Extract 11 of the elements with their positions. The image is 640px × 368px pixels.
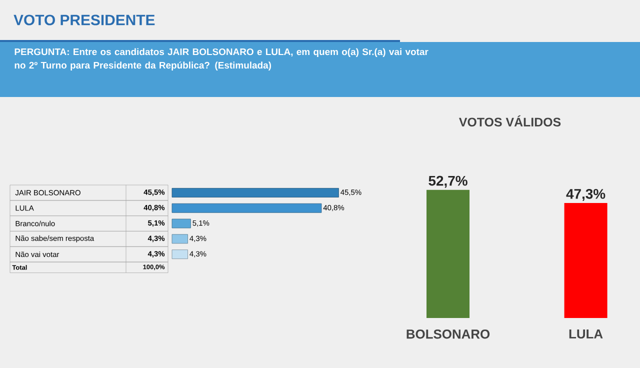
data-label: 52,7% [428,176,468,188]
data-label: 47,3% [566,188,606,201]
chart-title: VOTO PRESIDENTE [14,14,155,26]
bar [172,234,188,244]
chart-subtitle: PERGUNTA: Entre os candidatos JAIR BOLSONARO e LULA, em quem o(a) Sr.(a) vai votar no 2º Turno para Presidente da República? (Estimulada) [14,48,428,70]
x-tick-label: BOLSONARO [406,330,490,339]
bar [172,250,188,259]
bar [172,203,322,213]
bar [172,218,191,228]
chart-title: VOTOS VÁLIDOS [459,115,561,127]
bar [172,188,339,198]
